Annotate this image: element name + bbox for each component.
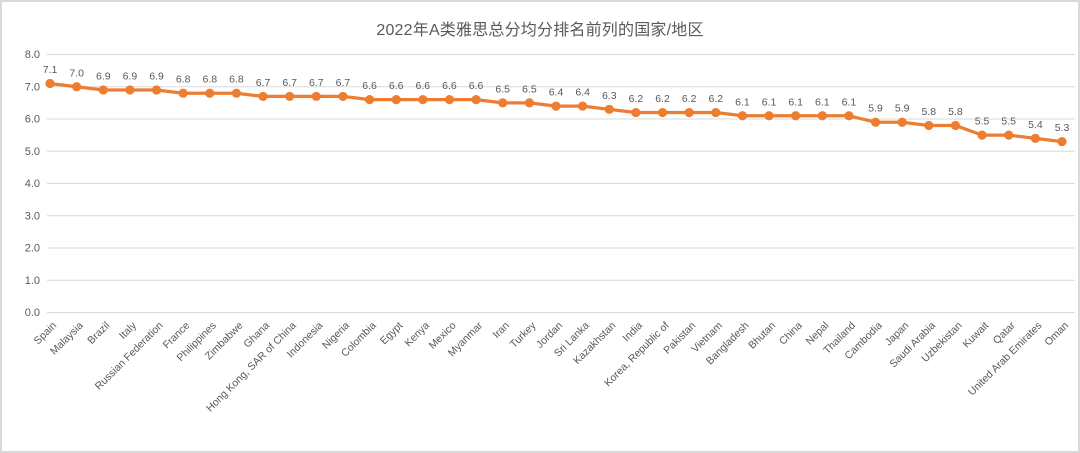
data-label: 6.8 <box>202 74 217 86</box>
x-axis-tick-label: Brazil <box>85 320 112 347</box>
data-label: 5.5 <box>975 116 990 128</box>
data-label: 5.3 <box>1055 122 1070 134</box>
data-point-marker <box>45 78 55 89</box>
x-axis-tick-label: Kuwait <box>960 320 991 351</box>
x-axis-tick-label: Oman <box>1042 320 1071 349</box>
data-point-marker <box>205 88 215 98</box>
data-point-marker <box>364 95 375 105</box>
data-label: 6.3 <box>602 90 617 102</box>
data-point-marker <box>791 111 801 121</box>
y-axis-tick-label: 6.0 <box>25 114 40 126</box>
data-label: 6.7 <box>309 77 324 89</box>
y-axis-tick-label: 3.0 <box>25 210 40 222</box>
data-point-marker <box>311 91 321 102</box>
data-label: 6.7 <box>256 77 271 89</box>
data-point-marker <box>657 107 668 118</box>
data-label: 6.6 <box>416 80 431 92</box>
data-point-marker <box>418 95 428 105</box>
data-point-marker <box>524 98 534 108</box>
data-point-marker <box>98 85 108 95</box>
y-axis-tick-label: 2.0 <box>25 243 40 255</box>
data-point-marker <box>444 95 455 105</box>
data-point-marker <box>72 82 82 92</box>
x-axis-tick-label: Italy <box>117 319 140 342</box>
data-point-marker <box>551 101 561 111</box>
x-axis-tick-label: Egypt <box>378 320 406 348</box>
data-point-marker <box>151 85 162 95</box>
data-point-marker <box>924 120 934 131</box>
data-label: 6.8 <box>229 74 244 86</box>
data-label: 6.6 <box>362 80 377 92</box>
data-point-marker <box>471 95 481 105</box>
data-label: 5.4 <box>1028 119 1043 131</box>
data-point-marker <box>578 101 588 111</box>
data-label: 6.6 <box>442 80 457 92</box>
data-label: 6.7 <box>282 77 297 89</box>
data-label: 7.0 <box>69 67 84 79</box>
y-axis-tick-label: 8.0 <box>25 49 40 61</box>
data-label: 6.1 <box>788 96 803 108</box>
data-label: 6.2 <box>629 93 644 105</box>
data-point-marker <box>231 88 242 98</box>
y-axis-tick-label: 7.0 <box>25 81 40 93</box>
data-label: 6.2 <box>682 93 697 105</box>
data-label: 6.2 <box>708 93 723 105</box>
data-point-marker <box>737 111 748 121</box>
data-label: 6.1 <box>815 96 830 108</box>
data-label: 6.9 <box>96 70 111 82</box>
y-axis-tick-label: 4.0 <box>25 178 40 190</box>
data-label: 6.1 <box>762 96 777 108</box>
x-axis-tick-label: Turkey <box>508 319 539 350</box>
data-label: 6.8 <box>176 74 191 86</box>
data-point-marker <box>498 98 508 108</box>
data-label: 5.9 <box>868 103 883 115</box>
data-point-marker <box>125 85 135 95</box>
data-point-marker <box>391 95 401 105</box>
data-point-marker <box>897 117 907 127</box>
data-point-marker <box>977 130 987 140</box>
data-point-marker <box>285 91 295 102</box>
y-axis-tick-label: 5.0 <box>25 146 40 158</box>
chart-title: 2022年A类雅思总分均分排名前列的国家/地区 <box>376 22 704 39</box>
data-point-marker <box>817 111 827 121</box>
data-label: 6.5 <box>522 83 537 95</box>
x-axis-tick-label: China <box>777 320 805 348</box>
x-axis-tick-label: Bhutan <box>746 320 778 352</box>
data-label: 6.1 <box>735 96 750 108</box>
data-label: 5.5 <box>1001 116 1016 128</box>
data-point-marker <box>684 107 694 118</box>
data-point-marker <box>870 117 881 127</box>
data-label: 6.7 <box>336 77 351 89</box>
data-point-marker <box>844 111 854 121</box>
data-point-marker <box>258 91 268 102</box>
data-point-marker <box>1030 133 1040 143</box>
data-point-marker <box>1004 130 1014 140</box>
data-point-marker <box>178 88 188 98</box>
data-label: 7.1 <box>43 64 58 76</box>
data-point-marker <box>764 111 774 121</box>
data-label: 5.8 <box>922 106 937 118</box>
data-label: 6.6 <box>469 80 484 92</box>
data-point-marker <box>1057 136 1067 147</box>
data-label: 6.1 <box>842 96 857 108</box>
data-label: 6.2 <box>655 93 670 105</box>
data-label: 6.4 <box>549 87 564 99</box>
y-axis-tick-label: 0.0 <box>25 307 40 319</box>
data-label: 6.9 <box>149 70 164 82</box>
data-point-marker <box>711 107 721 118</box>
data-point-marker <box>950 120 961 131</box>
y-axis-tick-label: 1.0 <box>25 275 40 287</box>
data-label: 5.8 <box>948 106 963 118</box>
data-point-marker <box>631 107 641 118</box>
data-label: 6.5 <box>495 83 510 95</box>
data-label: 5.9 <box>895 103 910 115</box>
data-label: 6.4 <box>575 87 590 99</box>
x-axis-tick-label: Iran <box>491 320 512 341</box>
data-label: 6.6 <box>389 80 404 92</box>
data-label: 6.9 <box>123 70 138 82</box>
data-point-marker <box>604 104 614 114</box>
data-point-marker <box>338 91 348 102</box>
